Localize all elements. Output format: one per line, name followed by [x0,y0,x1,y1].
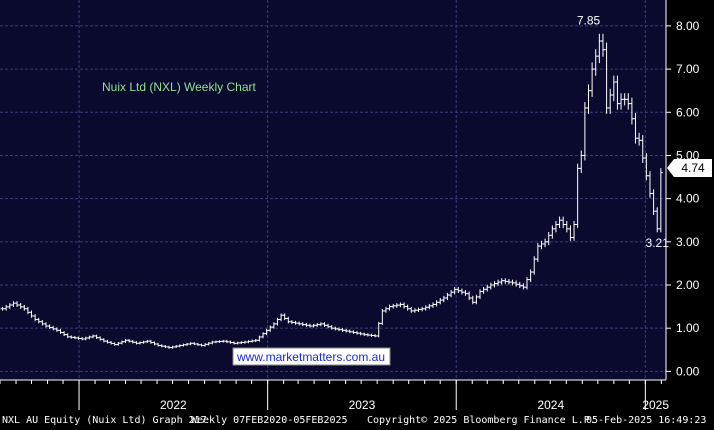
y-tick-label: 7.00 [676,62,700,76]
footer: NXL AU Equity (Nuix Ltd) Graph 217 Weekl… [0,411,714,430]
ohlc-bar [658,168,663,233]
y-axis-ticks: 8.00 7.00 6.00 5.00 4.00 3.00 2.00 1.00 0.00 [666,19,700,378]
footer-security: NXL AU Equity (Nuix Ltd) Graph 217 [2,415,207,426]
y-tick-label: 3.00 [676,235,700,249]
annotation-label: 3.21 [646,236,670,250]
axis-background [666,0,714,410]
x-year-label: 2025 [642,398,669,410]
y-tick-label: 6.00 [676,105,700,119]
x-year-label: 2023 [349,398,376,410]
x-axis-background [0,380,666,410]
footer-timestamp: 05-Feb-2025 16:49:23 [586,415,707,426]
watermark: www.marketmatters.com.au [232,347,391,366]
annotation-label: 7.85 [577,13,601,27]
price-annotations: 7.85 3.21 [577,13,669,249]
plot-background [0,0,666,380]
chart-title: Nuix Ltd (NXL) Weekly Chart [102,80,256,94]
price-bars [0,33,663,349]
y-tick-label: 4.00 [676,192,700,206]
y-tick-label: 1.00 [676,321,700,335]
y-tick-label: 5.00 [676,148,700,162]
footer-range: Weekly 07FEB2020-05FEB2025 [191,415,348,426]
footer-copyright: Copyright© 2025 Bloomberg Finance L.P. [367,415,596,426]
grid-lines [0,0,666,380]
watermark-text: www.marketmatters.com.au [236,350,385,364]
last-price-tag: 4.74 [667,159,712,177]
x-year-label: 2022 [160,398,187,410]
y-tick-label: 8.00 [676,19,700,33]
x-axis-ticks: 2022 2023 2024 2025 [0,380,669,410]
y-tick-label: 0.00 [676,364,700,378]
price-chart: 8.00 7.00 6.00 5.00 4.00 3.00 2.00 1.00 0.00 202… [0,0,714,410]
last-price-label: 4.74 [681,161,705,175]
y-tick-label: 2.00 [676,278,700,292]
x-year-label: 2024 [537,398,564,410]
